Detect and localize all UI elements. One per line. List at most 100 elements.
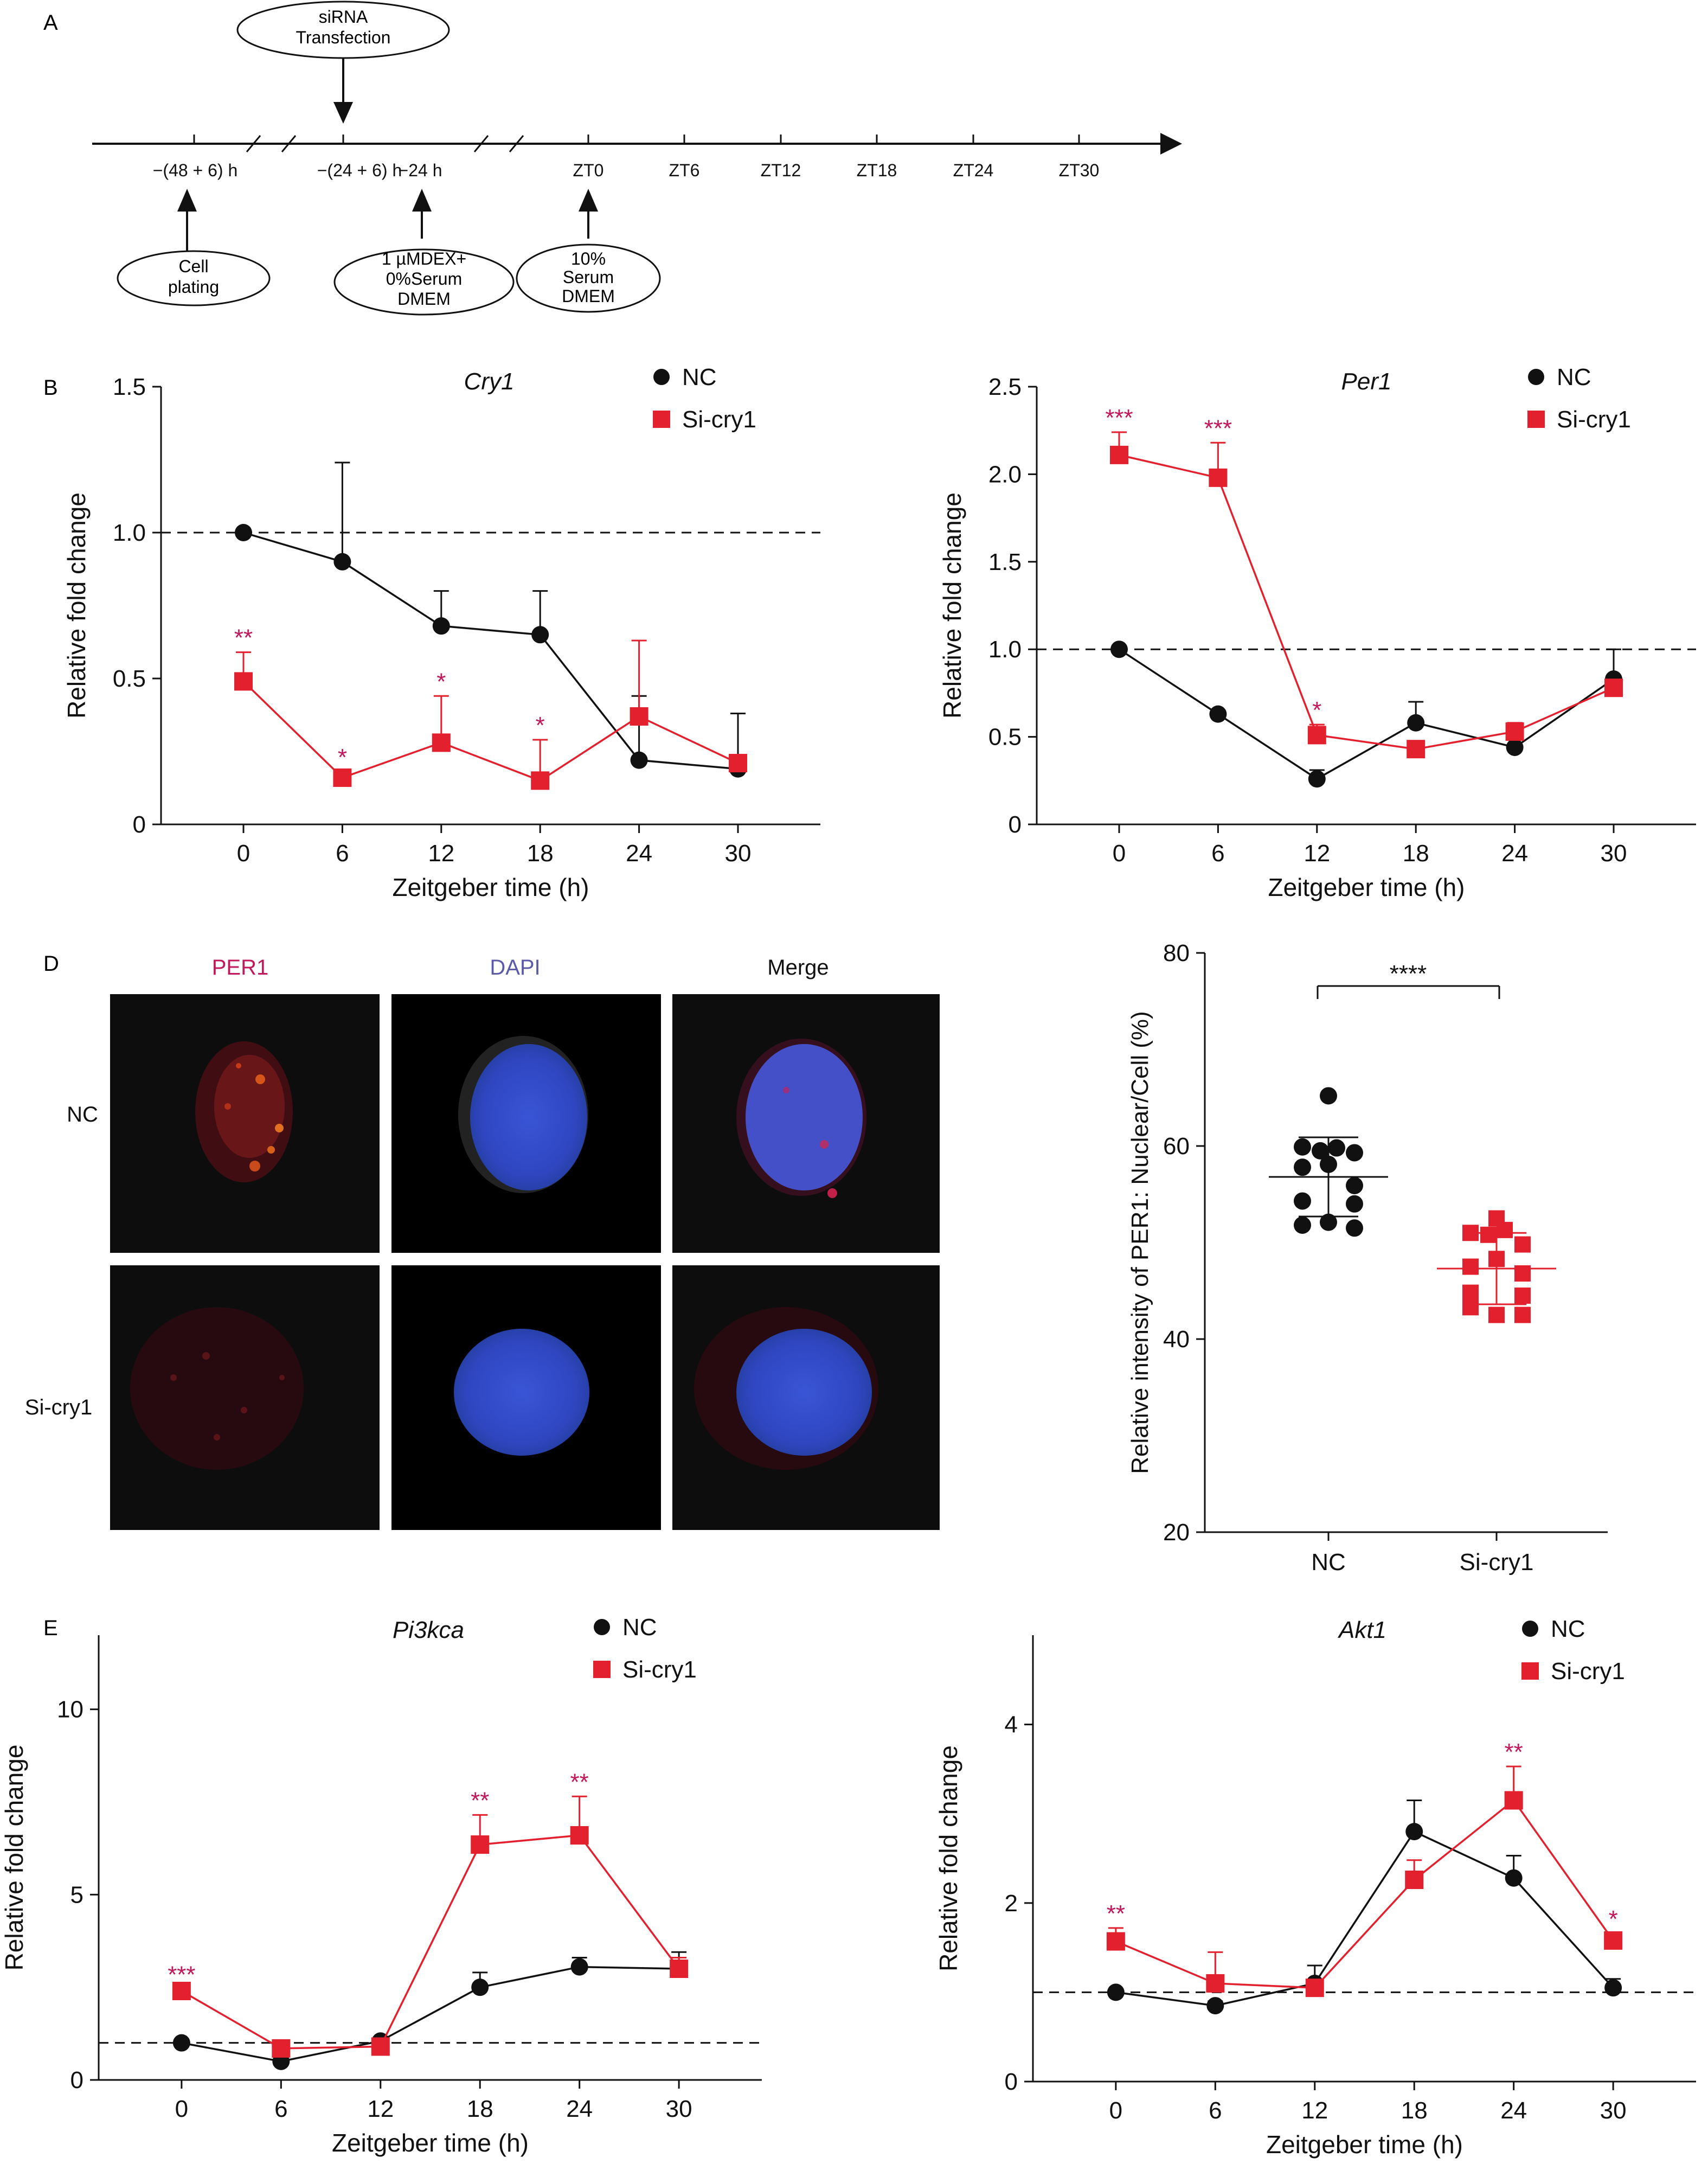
data-point-nc (1346, 1195, 1363, 1213)
timeline-tick-label: −24 h (399, 161, 442, 180)
data-point-nc (1110, 641, 1128, 658)
data-point-nc (570, 1958, 588, 1976)
y-axis-label: Relative fold change (62, 492, 91, 719)
data-point-nc (1320, 1087, 1337, 1105)
data-point-nc (471, 1979, 489, 1996)
data-point-si-cry1 (570, 1826, 589, 1845)
sirna-label: siRNA (319, 7, 368, 27)
data-point-si-cry1 (272, 2039, 291, 2058)
data-point-nc (172, 2034, 190, 2052)
col-label-per1: PER1 (212, 956, 269, 979)
timeline-tick-label: ZT0 (573, 161, 604, 180)
significance-marker: *** (168, 1962, 195, 1988)
significance-marker: *** (1204, 415, 1232, 441)
significance-marker: ** (1505, 1739, 1523, 1765)
serum-arrowhead (579, 189, 598, 212)
x-axis-label: Zeitgeber time (h) (392, 873, 589, 901)
col-label-merge: Merge (767, 956, 829, 979)
data-point-nc (1320, 1155, 1337, 1173)
data-point-si-cry1 (1110, 445, 1128, 464)
legend-marker-si-cry1 (653, 411, 670, 428)
series-line-si-cry1 (181, 1834, 680, 2050)
data-point-si-cry1 (1480, 1226, 1497, 1243)
legend-label-si-cry1: Si-cry1 (682, 406, 756, 433)
y-tick-label: 2.5 (988, 374, 1022, 400)
y-tick-label: 2 (1005, 1890, 1018, 1917)
x-tick-label: 30 (1600, 2097, 1627, 2124)
transfection-label: Transfection (296, 28, 391, 47)
data-point-si-cry1 (630, 707, 648, 726)
panel-a-timeline: A −(48 + 6) h −(24 + 6) h −24 h ZT0 (43, 1, 1182, 316)
cell-plating-ellipse (117, 250, 271, 306)
dex-label-2: 0%Serum (386, 269, 463, 289)
data-point-si-cry1 (729, 754, 747, 773)
legend-marker-nc (1528, 369, 1544, 385)
chart-title: Akt1 (1337, 1617, 1386, 1643)
y-tick-label: 4 (1005, 1712, 1018, 1738)
data-point-si-cry1 (1407, 740, 1426, 759)
y-tick-label: 1.5 (988, 549, 1022, 575)
x-tick-label: Si-cry1 (1460, 1549, 1534, 1576)
y-tick-label: 0.5 (113, 665, 146, 692)
panel-letter-b: B (43, 376, 58, 400)
data-point-si-cry1 (1462, 1299, 1479, 1316)
data-point-si-cry1 (1405, 1871, 1424, 1890)
data-point-si-cry1 (1497, 1221, 1513, 1238)
data-point-si-cry1 (1462, 1225, 1479, 1241)
image-si-cry1-per1 (110, 1265, 380, 1530)
series-line-nc (1115, 1830, 1614, 2007)
x-tick-label: NC (1311, 1549, 1346, 1576)
data-point-nc (1107, 1983, 1125, 2001)
data-point-nc (531, 626, 549, 644)
data-point-nc (1294, 1138, 1311, 1156)
data-point-nc (1209, 705, 1227, 723)
significance-marker: * (1609, 1906, 1618, 1932)
col-label-dapi: DAPI (490, 956, 540, 979)
serum-ellipse (516, 244, 661, 313)
significance-marker: * (536, 712, 545, 739)
data-point-si-cry1 (1604, 678, 1623, 697)
data-point-nc (1346, 1144, 1363, 1162)
x-tick-label: 30 (1601, 840, 1627, 867)
cell-label: Cell (178, 257, 208, 276)
legend-label-nc: NC (622, 1614, 657, 1641)
significance-marker: ** (234, 625, 253, 651)
y-tick-label: 0 (70, 2067, 84, 2093)
data-point-si-cry1 (531, 771, 550, 790)
y-tick-label: 1.0 (988, 636, 1022, 663)
y-tick-label: 1.0 (113, 520, 146, 546)
data-point-nc (1346, 1176, 1363, 1194)
x-tick-label: 6 (1211, 840, 1224, 867)
legend-label-nc: NC (1551, 1616, 1585, 1642)
y-axis-label: Relative fold change (934, 1745, 962, 1971)
significance-marker: *** (1105, 405, 1133, 431)
data-point-si-cry1 (1307, 726, 1326, 745)
series-line-si-cry1 (1119, 454, 1614, 750)
data-point-si-cry1 (1514, 1287, 1531, 1304)
data-point-nc (235, 524, 252, 541)
legend-marker-nc (1522, 1621, 1538, 1637)
x-tick-label: 12 (428, 840, 454, 867)
sirna-arrowhead (333, 102, 353, 124)
x-tick-label: 12 (367, 2096, 394, 2122)
y-tick-label: 1.5 (113, 374, 146, 400)
y-axis-label: Relative fold change (0, 1745, 28, 1971)
series-line-si-cry1 (242, 681, 739, 782)
timeline-tick-label: ZT30 (1059, 161, 1100, 180)
x-tick-label: 6 (1209, 2097, 1222, 2124)
legend-marker-si-cry1 (1521, 1662, 1539, 1680)
image-nc-dapi (391, 994, 661, 1253)
data-point-nc (1328, 1139, 1345, 1157)
series-line-nc (243, 532, 739, 770)
data-point-nc (1405, 1823, 1423, 1841)
image-si-cry1-dapi (391, 1265, 661, 1530)
x-tick-label: 0 (1113, 840, 1126, 867)
x-tick-label: 0 (175, 2096, 188, 2122)
data-point-nc (1308, 770, 1326, 788)
x-axis-label: Zeitgeber time (h) (1266, 2130, 1463, 2159)
cell-arrowhead (177, 189, 197, 212)
significance-marker: * (436, 668, 446, 695)
timeline-tick-label: −(24 + 6) h (317, 161, 402, 180)
timeline-tick-label: ZT12 (761, 161, 801, 180)
